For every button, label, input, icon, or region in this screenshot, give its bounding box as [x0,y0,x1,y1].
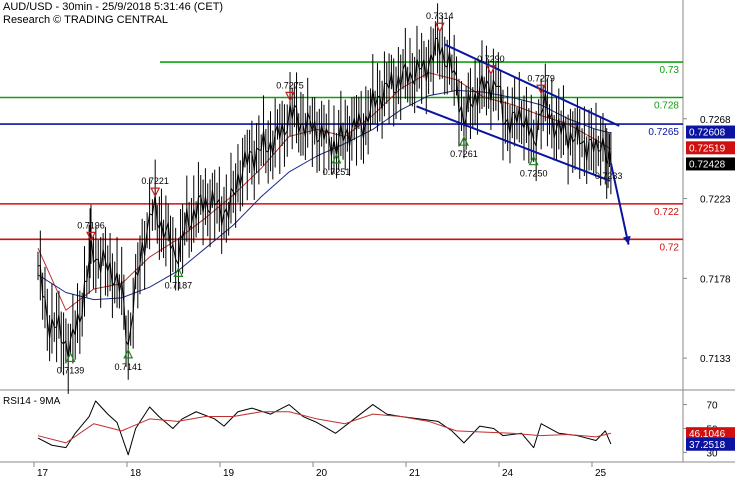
chart-title: AUD/USD - 30min - 25/9/2018 5:31:46 (CET… [3,1,224,13]
rsi-line [37,400,612,456]
x-tick-label: 21 [409,468,421,479]
y-tick-label: 0.7133 [700,354,731,365]
swing-high-marker [285,91,296,102]
swing-high-label: 0.7275 [276,80,304,90]
swing-high-label: 0.7290 [477,54,505,64]
swing-low-label: 0.7139 [57,365,85,375]
price-tag-label: 0.72519 [689,143,726,154]
forecast-label: 0.7233 [595,171,623,181]
y-tick-label: 0.7178 [700,274,731,285]
forecast-arrowhead [623,235,631,245]
x-tick-label: 18 [130,468,142,479]
x-tick-label: 19 [223,468,235,479]
rsi-ma-line [37,411,611,444]
swing-high-marker [86,231,96,242]
price-tag [686,125,735,139]
swing-low-marker [173,267,184,277]
rsi-tag-label: 37.2518 [689,440,726,451]
y-tick-label: 0.7223 [700,195,731,206]
swing-high-marker [536,84,547,95]
level-label: 0.73 [660,65,680,76]
swing-high-label: 0.7221 [141,176,169,186]
swing-high-label: 0.7279 [527,73,555,83]
level-label: 0.7265 [648,127,679,138]
swing-high-label: 0.7196 [77,220,105,230]
swing-low-marker [123,348,134,359]
channel-lower-line [416,105,611,182]
price-tag [686,157,735,171]
x-tick-label: 17 [37,468,49,479]
rsi-tag-label: 46.1046 [689,429,726,440]
swing-high-marker [434,22,445,33]
swing-high-marker [485,65,496,76]
level-label: 0.728 [654,101,679,112]
rsi-tag [686,437,735,451]
swing-high-marker [150,187,161,198]
x-tick-label: 20 [316,468,328,479]
y-tick-label: 0.7268 [700,115,731,126]
swing-low-label: 0.7187 [165,280,193,290]
rsi-title: RSI14 - 9MA [3,396,61,407]
swing-high-label: 0.7314 [426,11,454,21]
level-label: 0.722 [654,207,679,218]
swing-low-marker [528,155,539,166]
channel-upper-line [443,43,620,127]
rsi-tag [686,427,735,441]
price-line [37,37,612,360]
swing-low-label: 0.7250 [520,169,548,179]
level-label: 0.72 [660,242,680,253]
swing-low-label: 0.7261 [450,149,478,159]
swing-low-marker [458,135,469,146]
price-tag [686,141,735,155]
x-tick-label: 24 [502,468,514,479]
swing-low-marker [331,153,342,164]
rsi-y-tick-label: 70 [706,401,718,412]
price-tag-label: 0.72608 [689,128,726,139]
swing-low-marker [65,352,76,363]
rsi-y-tick-label: 30 [706,448,718,459]
x-tick-label: 25 [595,468,607,479]
forecast-arrow-line [609,162,630,245]
swing-low-label: 0.7251 [323,167,351,177]
swing-low-label: 0.7141 [114,362,142,372]
source-label: Research © TRADING CENTRAL [3,14,168,26]
price-tag-label: 0.72428 [689,159,726,170]
